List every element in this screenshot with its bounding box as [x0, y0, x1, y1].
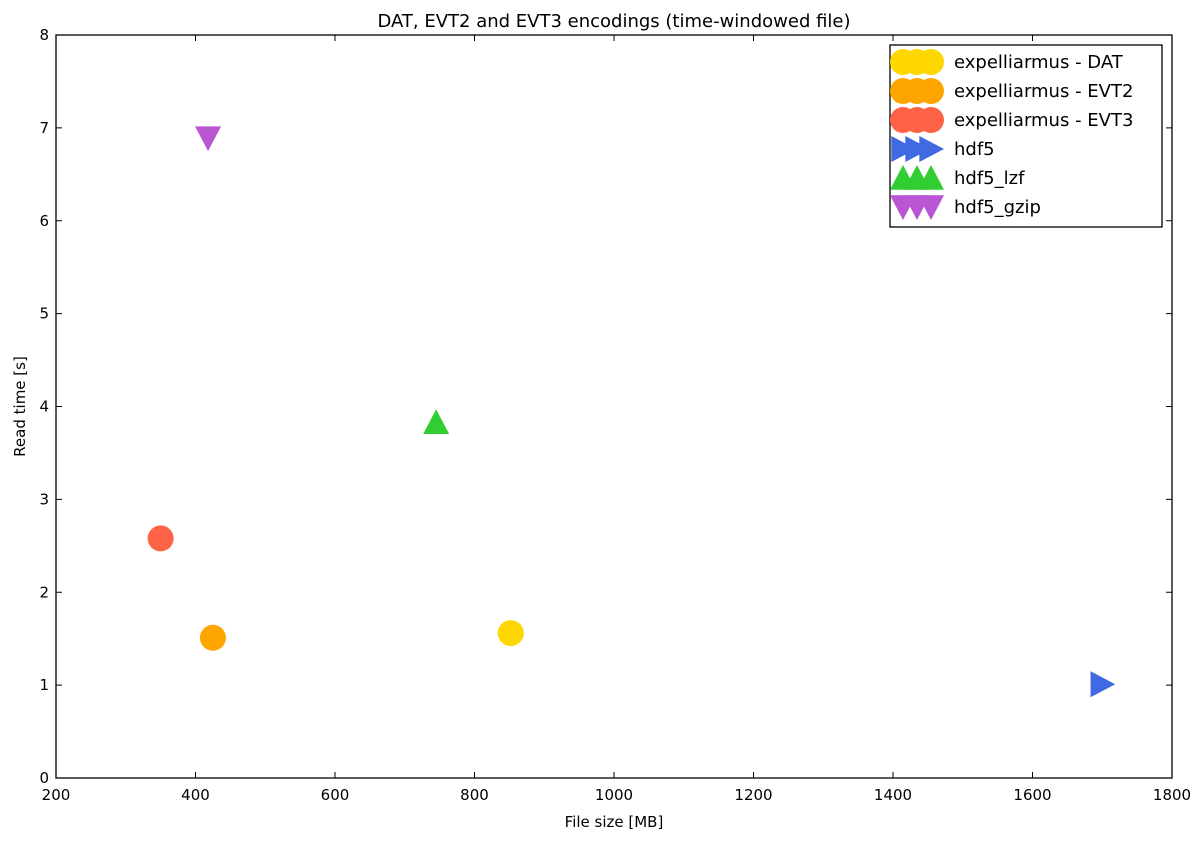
legend-marker: [918, 107, 944, 133]
x-axis: 200 400 600 800 1000 1200 1400 1600 1800: [42, 35, 1191, 804]
legend-marker: [918, 195, 944, 220]
y-tick-label: 4: [39, 398, 49, 416]
legend-item-expelliarmus-evt3: expelliarmus - EVT3: [890, 107, 1133, 133]
data-point-hdf5-gzip: [195, 126, 222, 152]
y-axis: 0 1 2 3 4 5 6 7 8: [39, 26, 1172, 787]
data-point-hdf5-lzf: [423, 409, 450, 434]
y-tick-label: 1: [39, 676, 49, 694]
x-tick-label: 1400: [874, 786, 912, 804]
x-tick-label: 1000: [595, 786, 633, 804]
legend-label: hdf5: [954, 139, 995, 160]
chart-title: DAT, EVT2 and EVT3 encodings (time-windo…: [377, 11, 850, 32]
data-point-expelliarmus-dat: [497, 620, 524, 647]
legend-item-hdf5: hdf5: [891, 136, 995, 162]
legend-marker: [918, 78, 944, 104]
data-point-hdf5: [1090, 671, 1116, 698]
x-tick-label: 400: [181, 786, 210, 804]
x-tick-label: 200: [42, 786, 71, 804]
y-tick-label: 3: [39, 490, 49, 508]
legend-marker: [905, 136, 930, 162]
y-tick-label: 8: [39, 26, 49, 44]
legend-item-hdf5-lzf: hdf5_lzf: [890, 165, 1025, 190]
y-tick-label: 7: [39, 119, 49, 137]
y-tick-label: 6: [39, 212, 49, 230]
legend-label: hdf5_lzf: [954, 168, 1025, 189]
x-tick-label: 1800: [1153, 786, 1191, 804]
data-points: [147, 126, 1116, 698]
legend-item-expelliarmus-dat: expelliarmus - DAT: [890, 49, 1124, 75]
legend-marker: [918, 49, 944, 75]
legend: expelliarmus - DAT expelliarmus - EVT2 exp…: [889, 44, 1163, 228]
y-tick-label: 2: [39, 583, 49, 601]
legend-label: expelliarmus - EVT2: [954, 81, 1133, 102]
legend-item-hdf5-gzip: hdf5_gzip: [890, 195, 1041, 220]
legend-marker: [919, 136, 944, 162]
legend-label: hdf5_gzip: [954, 197, 1041, 218]
x-tick-label: 1600: [1013, 786, 1051, 804]
x-tick-label: 600: [321, 786, 350, 804]
data-point-expelliarmus-evt3: [147, 525, 174, 552]
legend-item-expelliarmus-evt2: expelliarmus - EVT2: [890, 78, 1133, 104]
y-tick-label: 5: [39, 305, 49, 323]
y-tick-label: 0: [39, 769, 49, 787]
legend-label: expelliarmus - DAT: [954, 52, 1124, 73]
legend-label: expelliarmus - EVT3: [954, 110, 1133, 131]
y-axis-label: Read time [s]: [11, 356, 29, 457]
data-point-expelliarmus-evt2: [199, 624, 226, 651]
x-tick-label: 1200: [734, 786, 772, 804]
x-axis-label: File size [MB]: [565, 813, 664, 831]
legend-marker: [918, 165, 944, 190]
x-tick-label: 800: [460, 786, 489, 804]
legend-marker: [891, 136, 916, 162]
